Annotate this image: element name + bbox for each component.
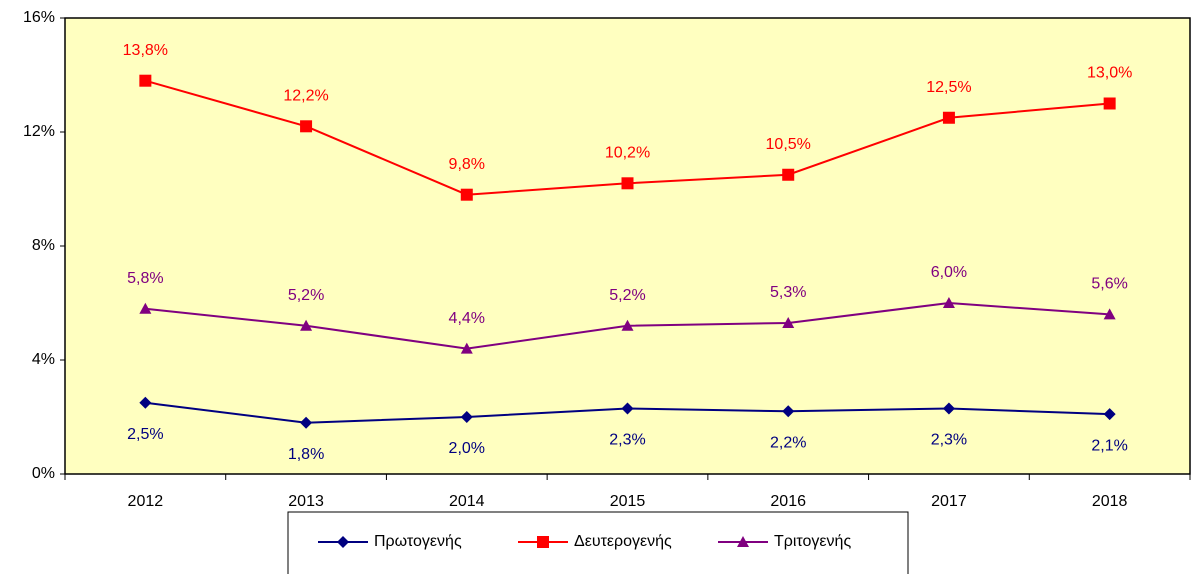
y-tick-label: 8% xyxy=(32,237,55,254)
data-label: 10,5% xyxy=(766,136,811,153)
marker xyxy=(621,177,634,190)
x-tick-label: 2014 xyxy=(449,493,485,510)
data-label: 2,5% xyxy=(127,426,163,443)
data-label: 2,0% xyxy=(449,440,485,457)
data-label: 13,0% xyxy=(1087,65,1132,82)
data-label: 13,8% xyxy=(123,42,168,59)
x-tick-label: 2013 xyxy=(288,493,324,510)
data-label: 5,3% xyxy=(770,284,806,301)
y-tick-label: 12% xyxy=(23,123,55,140)
y-tick-label: 4% xyxy=(32,351,55,368)
marker xyxy=(139,74,152,87)
marker xyxy=(782,168,795,181)
legend-label: Τριτογενής xyxy=(774,533,851,550)
x-tick-label: 2016 xyxy=(770,493,806,510)
marker xyxy=(782,405,795,418)
legend-box xyxy=(287,511,909,579)
x-tick-label: 2018 xyxy=(1092,493,1128,510)
marker xyxy=(460,342,473,354)
legend-label: Δευτερογενής xyxy=(574,533,672,550)
marker xyxy=(300,120,313,133)
data-label: 12,5% xyxy=(926,79,971,96)
marker xyxy=(337,536,349,548)
legend-label: Πρωτογενής xyxy=(374,533,462,550)
y-tick-label: 16% xyxy=(23,9,55,26)
data-label: 5,2% xyxy=(288,287,324,304)
y-tick-label: 0% xyxy=(32,465,55,482)
marker xyxy=(621,319,634,331)
marker xyxy=(139,302,152,314)
x-tick-label: 2017 xyxy=(931,493,967,510)
marker xyxy=(1103,308,1116,320)
marker xyxy=(537,536,549,548)
data-label: 12,2% xyxy=(283,88,328,105)
data-label: 2,3% xyxy=(931,432,967,449)
data-label: 2,3% xyxy=(609,432,645,449)
marker xyxy=(1103,408,1116,421)
data-label: 4,4% xyxy=(449,310,485,327)
data-label: 1,8% xyxy=(288,446,324,463)
data-label: 10,2% xyxy=(605,145,650,162)
data-label: 2,2% xyxy=(770,435,806,452)
x-tick-label: 2015 xyxy=(610,493,646,510)
marker xyxy=(942,402,955,415)
x-tick-label: 2012 xyxy=(128,493,164,510)
marker xyxy=(1103,97,1116,110)
marker xyxy=(942,111,955,124)
marker xyxy=(737,536,749,547)
marker xyxy=(300,416,313,429)
plot-area xyxy=(64,17,1191,475)
data-label: 5,2% xyxy=(609,287,645,304)
marker xyxy=(139,396,152,409)
data-label: 9,8% xyxy=(449,156,485,173)
marker xyxy=(621,402,634,415)
marker xyxy=(460,411,473,423)
marker xyxy=(782,316,795,328)
marker xyxy=(300,319,313,331)
data-label: 5,6% xyxy=(1091,276,1127,293)
data-label: 5,8% xyxy=(127,270,163,287)
data-label: 2,1% xyxy=(1091,437,1127,454)
marker xyxy=(942,297,955,308)
marker xyxy=(460,188,473,201)
data-label: 6,0% xyxy=(931,264,967,281)
